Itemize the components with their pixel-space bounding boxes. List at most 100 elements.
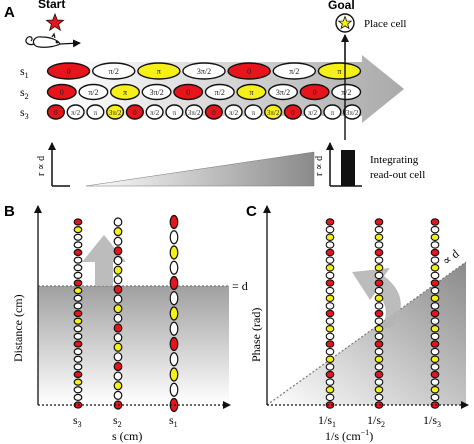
phase-cell	[325, 393, 335, 402]
grid-cell-phase: π/2	[289, 67, 299, 76]
distance-cell	[73, 256, 83, 264]
distance-cell	[169, 260, 179, 275]
c-xlabel-main: 1/s (cm	[325, 429, 361, 443]
slope-label: ∝ d	[439, 246, 461, 268]
grid-cell: 0	[227, 62, 271, 80]
phase-columns	[325, 218, 440, 409]
grid-cell: 0	[46, 104, 65, 120]
distance-cell	[73, 340, 83, 348]
distance-columns	[73, 214, 179, 413]
distance-cell	[169, 352, 179, 367]
grid-cell-phase: 0	[54, 109, 58, 117]
distance-cell	[113, 332, 123, 343]
grid-cell-ellipse	[244, 104, 263, 120]
grid-cell-ellipse	[46, 83, 77, 101]
grid-cell-phase: 0	[60, 88, 64, 97]
phase-cell	[430, 340, 440, 348]
row-label: s2	[20, 85, 29, 101]
grid-cell: 3π/2	[185, 104, 204, 120]
grid-cell-phase: 0	[291, 109, 295, 117]
distance-cell	[113, 342, 123, 352]
grid-cell-ellipse	[66, 104, 85, 120]
distance-up-arrow	[82, 235, 126, 286]
distance-cell	[73, 218, 83, 226]
panel-a-label: A	[4, 4, 15, 21]
phase-cell	[374, 279, 384, 287]
phase-cell	[430, 302, 440, 310]
distance-cell	[73, 248, 83, 257]
grid-cell-ellipse	[299, 83, 330, 101]
grid-cell: 0	[46, 62, 91, 80]
distance-cell	[113, 352, 123, 362]
distance-cell	[73, 309, 83, 318]
grid-cell: π	[317, 62, 362, 80]
b-tick-sub: 1	[174, 420, 178, 429]
phase-cell	[430, 279, 440, 287]
phase-cell	[325, 263, 335, 272]
row-label-sub: 2	[25, 92, 29, 101]
phase-cell	[374, 241, 384, 249]
c-tick-sub: 2	[381, 420, 385, 429]
phase-cell	[374, 317, 384, 325]
b-tick-label: s2	[113, 413, 122, 429]
distance-cell	[73, 294, 83, 302]
grid-cell-phase: 0	[133, 109, 137, 117]
distance-cell	[113, 265, 123, 275]
row-label: s3	[20, 105, 29, 121]
phase-cell	[325, 347, 335, 356]
distance-cell	[169, 230, 179, 245]
grid-cell: 3π/2	[141, 83, 172, 101]
phase-cell	[325, 302, 335, 310]
distance-cell	[113, 381, 123, 391]
phase-cell	[325, 378, 335, 386]
b-tick-label: s3	[73, 413, 82, 429]
c-tick-label: 1/s3	[423, 413, 441, 429]
phase-cell	[430, 286, 440, 295]
panel-b: B = d Distance (cm) s (cm) s3 s2 s1	[4, 203, 248, 443]
distance-cell	[169, 367, 179, 382]
phase-cell	[374, 218, 384, 226]
phase-cell	[430, 370, 440, 379]
grid-cell-ellipse	[145, 104, 164, 120]
distance-cell	[73, 271, 83, 279]
phase-cell	[374, 355, 384, 364]
distance-cell	[73, 370, 83, 379]
phase-cell	[325, 385, 335, 394]
phase-cell	[374, 225, 384, 234]
distance-cell	[113, 217, 123, 227]
grid-cell: π	[137, 62, 181, 80]
phase-cell	[325, 279, 335, 287]
c-xlabel: 1/s (cm−1)	[325, 428, 373, 443]
grid-cell-ellipse	[317, 62, 362, 80]
grid-cell-ellipse	[264, 104, 283, 120]
grid-cell: π	[244, 104, 263, 120]
distance-cell	[73, 241, 83, 249]
grid-cell-ellipse	[91, 62, 136, 80]
distance-cell	[113, 361, 123, 372]
grid-cell-ellipse	[331, 83, 362, 101]
grid-cell-ellipse	[323, 104, 342, 120]
phase-cell	[430, 309, 440, 318]
phase-cell	[374, 248, 384, 257]
distance-cell	[169, 382, 179, 397]
phase-cell	[325, 370, 335, 379]
grid-cell-phase: π	[123, 88, 127, 97]
grid-cell-ellipse	[204, 104, 223, 120]
phase-cell	[374, 385, 384, 394]
grid-cell-ellipse	[106, 104, 125, 120]
phase-cell	[374, 294, 384, 303]
grid-cell-ellipse	[204, 83, 235, 101]
grid-cell: 0	[125, 104, 144, 120]
panel-c: C ∝ d Phase (rad) 1/s (cm−1) 1/s1 1/s2 1/s…	[246, 203, 469, 443]
grid-cell: 3π/2	[343, 104, 362, 120]
phase-cell	[325, 340, 335, 348]
c-tick-label: 1/s1	[318, 413, 336, 429]
distance-cell	[113, 294, 123, 304]
phase-cell	[430, 225, 440, 234]
phase-cell	[430, 248, 440, 257]
phase-cell	[430, 218, 440, 226]
c-tick-sub: 1	[332, 420, 336, 429]
phase-cell	[325, 233, 335, 242]
grid-cell-phase: 3π/2	[346, 109, 359, 117]
phase-cell	[374, 370, 384, 379]
